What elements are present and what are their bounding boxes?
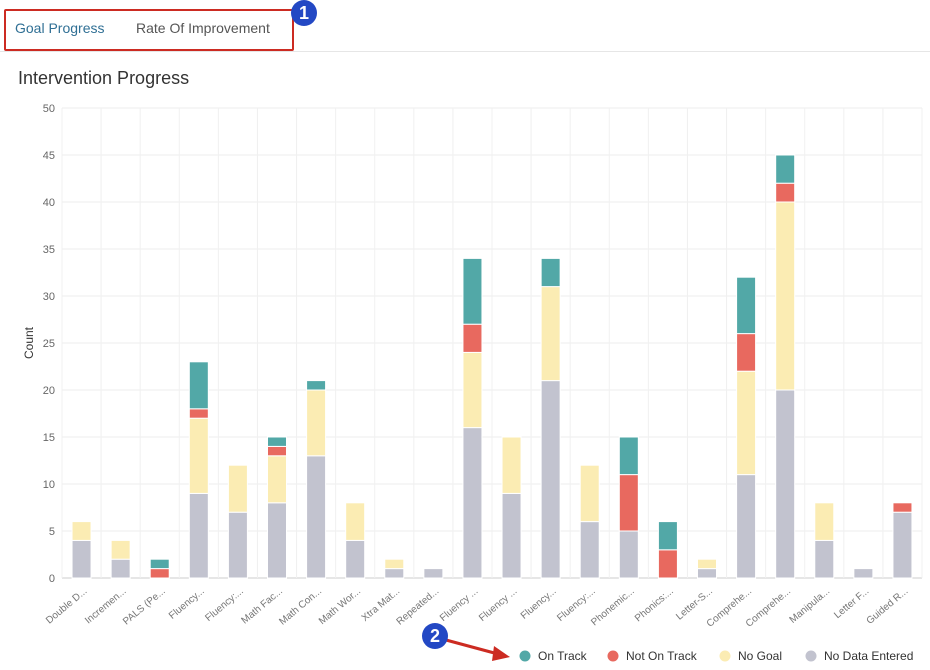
legend-label-not-on-track: Not On Track: [626, 649, 698, 663]
y-tick-label: 0: [49, 573, 55, 585]
y-tick-label: 25: [43, 338, 55, 350]
y-axis-label: Count: [22, 326, 36, 359]
legend-label-on-track: On Track: [538, 649, 588, 663]
bar-segment-not-on-track: [267, 445, 287, 457]
x-tick-label: Double D...: [44, 586, 89, 627]
bar-segment-no-data-entered: [71, 539, 92, 579]
bar-segment-no-goal: [462, 351, 483, 429]
y-tick-label: 50: [43, 103, 55, 115]
bar-segment-no-data-entered: [188, 492, 209, 579]
bar-segment-no-goal: [306, 389, 327, 457]
bar-segment-on-track: [775, 154, 796, 184]
bar-segment-on-track: [618, 436, 639, 476]
bar-segment-not-on-track: [149, 568, 170, 579]
legend-label-no-data-entered: No Data Entered: [824, 649, 913, 663]
x-tick-label: Phonics:...: [633, 586, 676, 624]
bar-segment-no-data-entered: [775, 389, 796, 579]
bar-segment-not-on-track: [775, 182, 796, 203]
bar-segment-no-data-entered: [736, 474, 757, 579]
bar-segment-not-on-track: [736, 333, 757, 372]
x-tick-label: Repeated...: [395, 586, 442, 628]
legend-marker-no-data-entered: [805, 650, 817, 662]
bar-segment-no-data-entered: [384, 568, 405, 579]
y-tick-label: 35: [43, 244, 55, 256]
y-tick-label: 20: [43, 385, 55, 397]
page-title: Intervention Progress: [18, 68, 190, 88]
bar-segment-no-data-entered: [423, 568, 444, 579]
bar-segment-no-goal: [345, 502, 366, 541]
x-tick-label: Fluency ...: [438, 586, 480, 624]
tab-goal-progress[interactable]: Goal Progress: [15, 20, 105, 36]
bar-segment-no-data-entered: [267, 502, 287, 579]
bar-segment-no-data-entered: [853, 568, 874, 579]
bar-segment-no-data-entered: [618, 530, 639, 579]
tab-divider: [0, 51, 930, 52]
bar-segment-no-data-entered: [697, 568, 717, 579]
x-tick-label: Phonemic...: [589, 586, 637, 628]
annotation-badge-1: 1: [291, 0, 317, 26]
x-tick-label: Fluency...: [519, 586, 559, 622]
legend-label-no-goal: No Goal: [738, 649, 782, 663]
bar-segment-no-goal: [540, 286, 561, 382]
x-tick-label: Letter F...: [832, 586, 871, 621]
bar-segment-not-on-track: [462, 323, 483, 353]
bar-segment-on-track: [188, 361, 209, 410]
bar-segment-no-goal: [697, 558, 717, 570]
legend-marker-no-goal: [719, 650, 731, 662]
bar-segment-no-goal: [110, 539, 131, 560]
bar-segment-no-goal: [71, 521, 92, 541]
y-tick-label: 45: [43, 150, 55, 162]
x-tick-label: Manipula...: [788, 586, 833, 626]
bar-segment-no-data-entered: [462, 427, 483, 579]
x-tick-label: Fluency...: [167, 586, 207, 622]
bar-segment-on-track: [540, 257, 561, 288]
bar-segment-not-on-track: [618, 474, 639, 532]
bar-segment-no-goal: [814, 502, 835, 541]
bar-segment-no-goal: [736, 370, 757, 476]
tab-rate-of-improvement[interactable]: Rate Of Improvement: [136, 20, 270, 36]
x-tick-label: Fluency ...: [477, 586, 519, 624]
x-tick-label: Math Wor...: [317, 586, 363, 627]
bar-segment-no-data-entered: [345, 539, 366, 579]
y-tick-label: 15: [43, 432, 55, 444]
y-tick-label: 30: [43, 291, 55, 303]
x-tick-label: Guided R...: [865, 586, 911, 627]
bar-segment-no-goal: [775, 201, 796, 391]
bar-segment-no-data-entered: [227, 511, 248, 579]
bar-segment-no-data-entered: [306, 455, 327, 579]
bar-segment-no-data-entered: [579, 521, 600, 579]
bar-segment-not-on-track: [892, 502, 913, 513]
legend-marker-on-track: [519, 650, 531, 662]
y-tick-label: 10: [43, 479, 55, 491]
legend-marker-not-on-track: [607, 650, 619, 662]
bar-segment-no-goal: [188, 417, 209, 494]
y-tick-label: 5: [49, 526, 55, 538]
bar-segment-no-data-entered: [110, 558, 131, 579]
tab-highlight-box: [4, 9, 294, 51]
bar-segment-no-goal: [501, 436, 522, 494]
bar-segment-no-goal: [227, 464, 248, 513]
tab-bar: Goal Progress Rate Of Improvement: [0, 0, 930, 52]
bar-segment-on-track: [462, 257, 483, 325]
bar-segment-on-track: [736, 276, 757, 335]
bar-segment-on-track: [149, 558, 170, 570]
bar-segment-on-track: [306, 380, 327, 391]
bar-segment-on-track: [267, 436, 287, 447]
bar-segment-not-on-track: [188, 408, 209, 419]
bar-segment-not-on-track: [657, 549, 678, 579]
bar-segment-on-track: [657, 521, 678, 551]
bar-segment-no-goal: [579, 464, 600, 523]
bar-segment-no-goal: [267, 455, 287, 504]
annotation-badge-2: 2: [422, 623, 448, 649]
bar-segment-no-data-entered: [501, 492, 522, 579]
y-tick-label: 40: [43, 197, 55, 209]
x-tick-label: PALS (Pe...: [121, 586, 168, 628]
bar-segment-no-data-entered: [892, 511, 913, 579]
bar-segment-no-data-entered: [814, 539, 835, 579]
bar-segment-no-goal: [384, 558, 405, 570]
bar-segment-no-data-entered: [540, 380, 561, 579]
x-tick-label: Math Con...: [277, 586, 324, 628]
